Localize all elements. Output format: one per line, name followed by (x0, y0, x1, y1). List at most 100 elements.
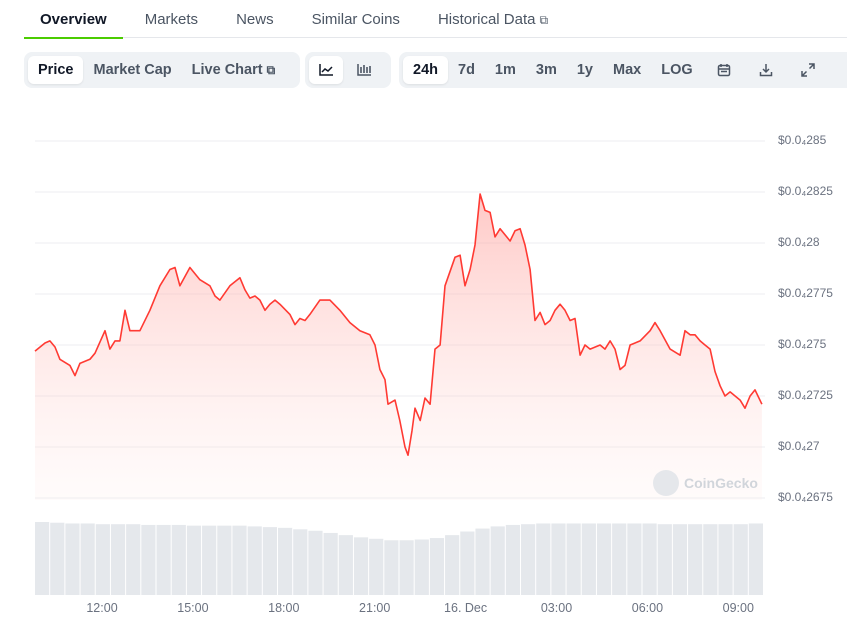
download-icon (759, 64, 772, 77)
live-chart-button[interactable]: Live Chart ⧉ (182, 56, 286, 84)
tab-news[interactable]: News (220, 0, 290, 38)
volume-bar (65, 523, 80, 595)
y-tick-label: $0.0₄2775 (778, 286, 833, 300)
volume-bar (733, 524, 748, 595)
range-3m-button[interactable]: 3m (535, 62, 557, 78)
x-tick-label: 16. Dec (444, 601, 488, 615)
volume-bar (703, 524, 718, 595)
x-tick-label: 18:00 (268, 601, 300, 615)
x-tick-label: 03:00 (540, 601, 573, 615)
volume-bar (521, 524, 536, 595)
volume-bar (672, 524, 688, 595)
volume-bar (323, 532, 338, 595)
volume-bar (642, 523, 657, 595)
price-button[interactable]: Price (28, 56, 84, 84)
volume-bar (748, 523, 763, 595)
volume-bar (202, 525, 217, 595)
volume-bar (505, 524, 520, 595)
y-tick-label: $0.0₄28 (778, 235, 820, 249)
external-link-icon: ⧉ (266, 62, 276, 77)
range-max-button[interactable]: Max (613, 62, 642, 78)
x-tick-label: 12:00 (86, 601, 118, 615)
volume-bar (232, 525, 247, 595)
volume-bar (217, 525, 232, 595)
volume-bar (384, 540, 399, 595)
range-7d-button[interactable]: 7d (458, 62, 475, 78)
volume-bar (186, 525, 202, 595)
volume-bar (688, 524, 703, 595)
volume-bar (262, 527, 277, 595)
log-scale-button[interactable]: LOG (661, 62, 693, 78)
tab-markets[interactable]: Markets (129, 0, 214, 38)
range-toggle: 24h 7d 1m 3m 1y Max LOG (399, 52, 847, 88)
volume-bar (338, 535, 353, 595)
volume-bar (126, 524, 141, 595)
market-cap-button[interactable]: Market Cap (93, 62, 172, 78)
tab-label: Markets (144, 11, 199, 28)
volume-bar (399, 540, 414, 595)
calendar-icon (717, 64, 730, 77)
volume-bar (247, 526, 262, 595)
fullscreen-button[interactable] (787, 56, 829, 84)
live-chart-label: Live Chart (191, 62, 263, 78)
line-chart-icon (319, 64, 333, 76)
volume-bar (429, 538, 445, 595)
x-tick-label: 15:00 (177, 601, 209, 615)
volume-bar (369, 538, 384, 595)
tab-label: News (236, 11, 274, 28)
price-area-fill (35, 194, 762, 500)
volume-bar (353, 537, 369, 595)
price-line (34, 193, 763, 456)
download-button[interactable] (745, 56, 787, 84)
volume-bar (475, 528, 490, 595)
line-chart-button[interactable] (309, 56, 343, 84)
volume-bar (141, 524, 156, 595)
volume-bar (278, 527, 293, 595)
volume-bar (460, 531, 475, 595)
range-1m-button[interactable]: 1m (494, 62, 516, 78)
volume-bar (156, 524, 171, 595)
tab-overview[interactable]: Overview (24, 0, 123, 39)
tab-historical-data[interactable]: Historical Data ⧉ (422, 0, 564, 38)
coingecko-logo-icon (653, 470, 679, 496)
volume-bar (293, 529, 308, 595)
tab-label: Overview (40, 11, 107, 28)
chart-type-toggle (305, 52, 391, 88)
volume-bar (627, 523, 642, 595)
volume-bar (95, 524, 110, 595)
watermark-text: CoinGecko (684, 475, 758, 491)
range-1y-button[interactable]: 1y (576, 62, 593, 78)
date-range-button[interactable] (703, 56, 745, 84)
y-tick-label: $0.0₄2675 (778, 490, 833, 504)
y-tick-label: $0.0₄27 (778, 439, 820, 453)
y-tick-label: $0.0₄2725 (778, 388, 833, 402)
tab-similar-coins[interactable]: Similar Coins (296, 0, 416, 38)
y-tick-label: $0.0₄285 (778, 133, 827, 147)
volume-bar (414, 539, 429, 595)
fullscreen-icon (800, 63, 815, 77)
external-link-icon: ⧉ (539, 13, 549, 27)
tab-label: Historical Data (437, 11, 536, 28)
volume-bar (566, 523, 581, 595)
volume-bar (490, 526, 505, 595)
volume-bar (171, 524, 186, 595)
volume-bars (35, 522, 763, 595)
x-tick-label: 06:00 (631, 601, 664, 615)
volume-bar (657, 524, 672, 595)
volume-bar (35, 522, 50, 595)
volume-bar (50, 522, 65, 595)
volume-bar (612, 523, 627, 595)
candlestick-chart-button[interactable] (343, 56, 385, 84)
coingecko-watermark: CoinGecko (653, 470, 758, 496)
volume-bar (536, 523, 551, 595)
volume-bar (581, 523, 596, 595)
volume-bar (80, 523, 95, 595)
volume-bar (718, 524, 733, 595)
volume-bar (110, 524, 126, 595)
coin-tabs: Overview Markets News Similar Coins Hist… (24, 0, 847, 39)
candlestick-chart-icon (357, 64, 371, 76)
x-tick-label: 21:00 (359, 601, 391, 615)
y-tick-label: $0.0₄2825 (778, 184, 833, 198)
range-24h-button[interactable]: 24h (403, 56, 448, 84)
